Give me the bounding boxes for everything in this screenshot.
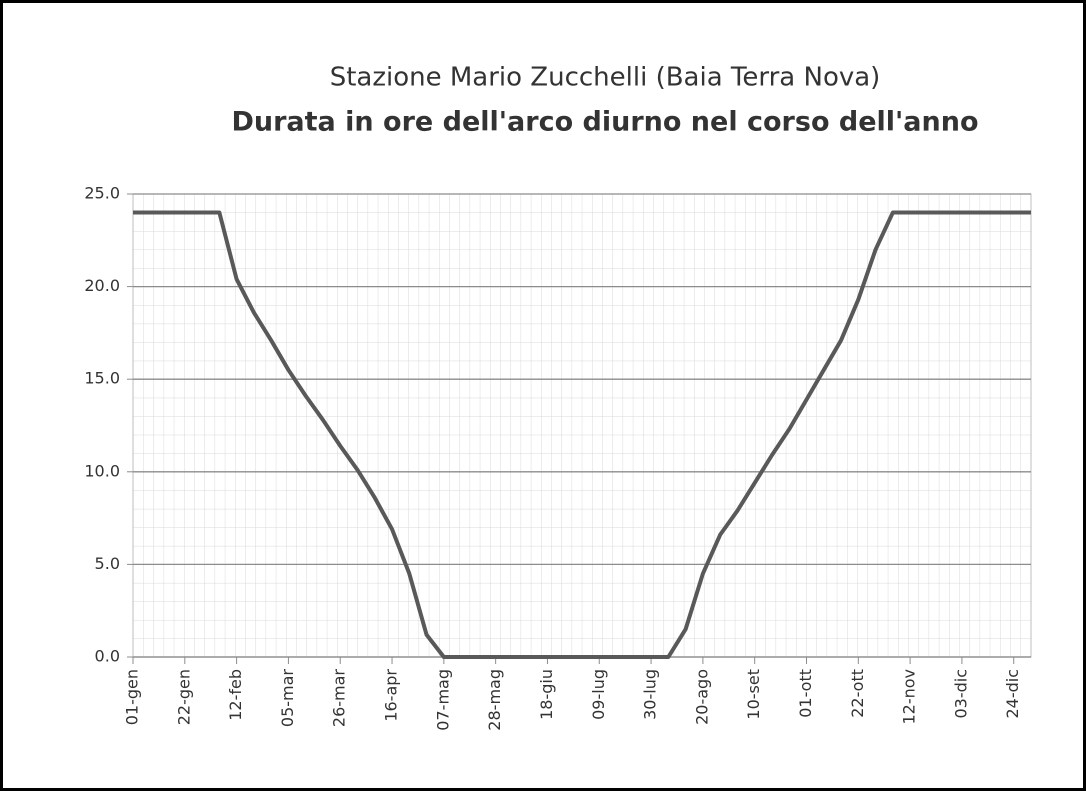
x-tick-label: 26-mar (330, 669, 349, 728)
x-tick-label: 01-gen (123, 669, 142, 725)
x-tick-label: 03-dic (951, 669, 970, 719)
x-tick-label: 28-mag (485, 669, 504, 731)
x-tick-label: 10-set (744, 669, 763, 720)
y-tick-label: 5.0 (95, 554, 120, 573)
x-tick-label: 20-ago (692, 669, 711, 725)
x-tick-label: 16-apr (382, 669, 401, 722)
x-tick-label: 18-giu (537, 669, 556, 720)
chart-title: Stazione Mario Zucchelli (Baia Terra Nov… (330, 63, 881, 93)
chart-subtitle: Durata in ore dell'arco diurno nel corso… (231, 107, 978, 138)
x-tick-label: 01-ott (796, 669, 815, 718)
x-tick-label: 22-ott (848, 669, 867, 718)
data-line (133, 210, 1031, 659)
y-tick-label: 25.0 (84, 184, 120, 203)
y-tick-label: 15.0 (84, 369, 120, 388)
y-tick-label: 20.0 (84, 276, 120, 295)
x-tick-label: 12-nov (900, 669, 919, 725)
plot-area (132, 193, 1032, 658)
x-tick-label: 30-lug (641, 669, 660, 720)
x-tick-label: 12-feb (226, 669, 245, 721)
y-tick-label: 0.0 (95, 647, 120, 666)
x-tick-label: 07-mag (433, 669, 452, 731)
x-tick-label: 24-dic (1003, 669, 1022, 719)
x-tick-label: 09-lug (589, 669, 608, 720)
x-tick-label: 22-gen (174, 669, 193, 725)
y-tick-label: 10.0 (84, 461, 120, 480)
x-tick-label: 05-mar (278, 669, 297, 728)
